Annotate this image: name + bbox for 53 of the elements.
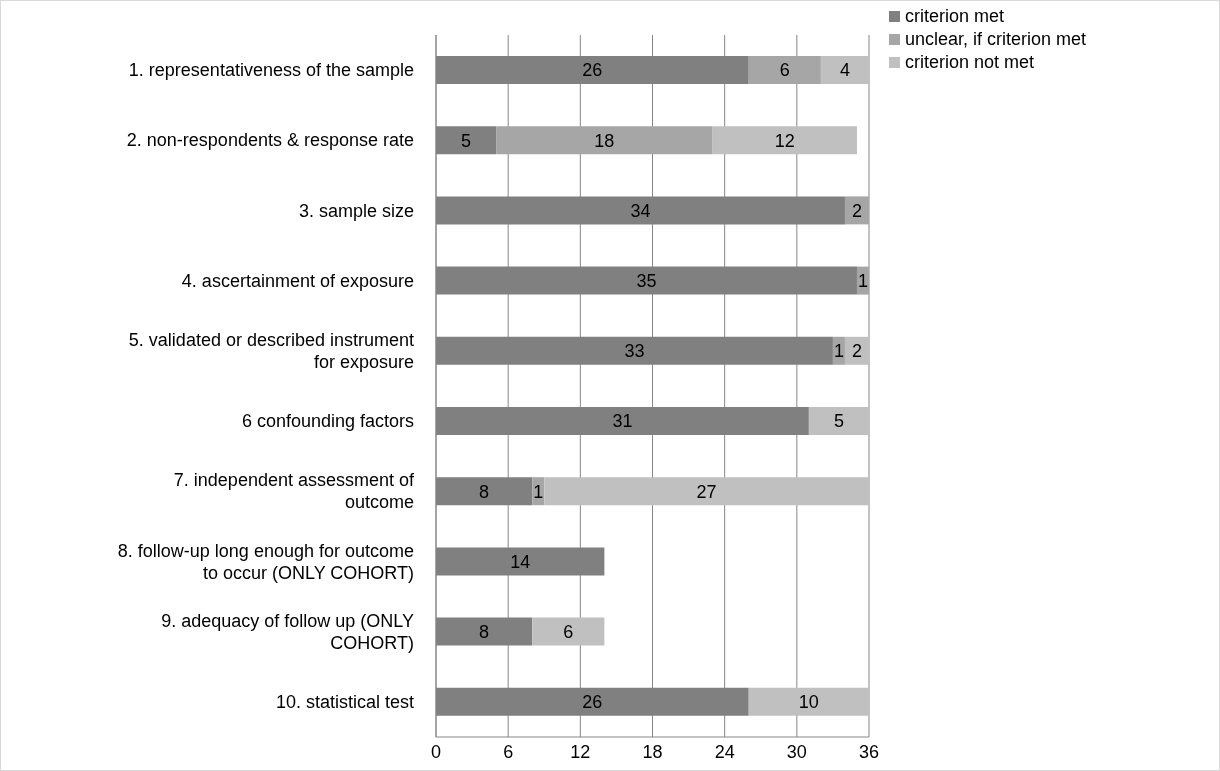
bar bbox=[844, 196, 869, 225]
y-tick-label: 9. adequacy of follow up (ONLY COHORT) bbox=[161, 610, 414, 653]
x-tick-label: 18 bbox=[642, 741, 663, 762]
bar bbox=[712, 126, 857, 155]
data-label: 26 bbox=[582, 60, 603, 81]
legend-label: unclear, if criterion met bbox=[905, 28, 1087, 51]
data-label: 2 bbox=[851, 200, 862, 221]
data-label: 26 bbox=[582, 692, 603, 713]
y-tick-label: 7. independent assessment of outcome bbox=[173, 470, 415, 513]
data-label: 35 bbox=[636, 270, 657, 291]
data-label: 14 bbox=[510, 551, 531, 572]
data-label: 1 bbox=[533, 481, 544, 502]
data-label: 5 bbox=[461, 130, 472, 151]
y-tick-label: 3. sample size bbox=[298, 200, 414, 221]
x-tick-label: 6 bbox=[503, 741, 514, 762]
bar bbox=[748, 56, 821, 84]
data-label: 6 bbox=[563, 621, 574, 642]
x-tick-label: 0 bbox=[430, 741, 442, 762]
bar bbox=[820, 56, 869, 84]
bar bbox=[844, 336, 869, 365]
x-tick-label: 24 bbox=[714, 741, 735, 762]
x-tick-label: 30 bbox=[786, 741, 807, 762]
y-tick-label: 6 confounding factors bbox=[241, 411, 414, 432]
data-label: 8 bbox=[479, 621, 490, 642]
data-label: 2 bbox=[851, 341, 862, 362]
bar bbox=[496, 126, 713, 155]
data-label: 31 bbox=[612, 411, 633, 432]
data-label: 18 bbox=[594, 130, 615, 151]
x-tick-label: 12 bbox=[570, 741, 591, 762]
y-tick-label: 10. statistical test bbox=[275, 691, 414, 712]
y-tick-label: 8. follow-up long enough for outcome to occur (ONLY COHORT) bbox=[117, 540, 414, 583]
bar bbox=[748, 687, 869, 716]
legend-label: criterion met bbox=[905, 5, 1005, 28]
bar bbox=[808, 407, 869, 435]
data-label: 4 bbox=[839, 60, 850, 81]
legend-label: criterion not met bbox=[905, 51, 1035, 74]
y-tick-label: 4. ascertainment of exposure bbox=[181, 270, 414, 291]
data-label: 5 bbox=[833, 411, 844, 432]
y-tick-label: 2. non-respondents & response rate bbox=[126, 130, 414, 151]
y-tick-label: 1. representativeness of the sample bbox=[128, 60, 414, 81]
bar bbox=[532, 617, 605, 646]
data-label: 8 bbox=[479, 481, 490, 502]
data-label: 6 bbox=[779, 60, 790, 81]
data-label: 1 bbox=[833, 341, 844, 362]
y-tick-label: 5. validated or described instrument for exposure bbox=[128, 329, 414, 372]
data-label: 34 bbox=[630, 200, 651, 221]
data-label: 1 bbox=[857, 270, 868, 291]
data-label: 10 bbox=[798, 692, 819, 713]
x-tick-label: 36 bbox=[858, 741, 880, 762]
data-label: 12 bbox=[774, 130, 795, 151]
data-label: 27 bbox=[696, 481, 717, 502]
data-label: 33 bbox=[624, 341, 645, 362]
bar bbox=[544, 477, 869, 506]
